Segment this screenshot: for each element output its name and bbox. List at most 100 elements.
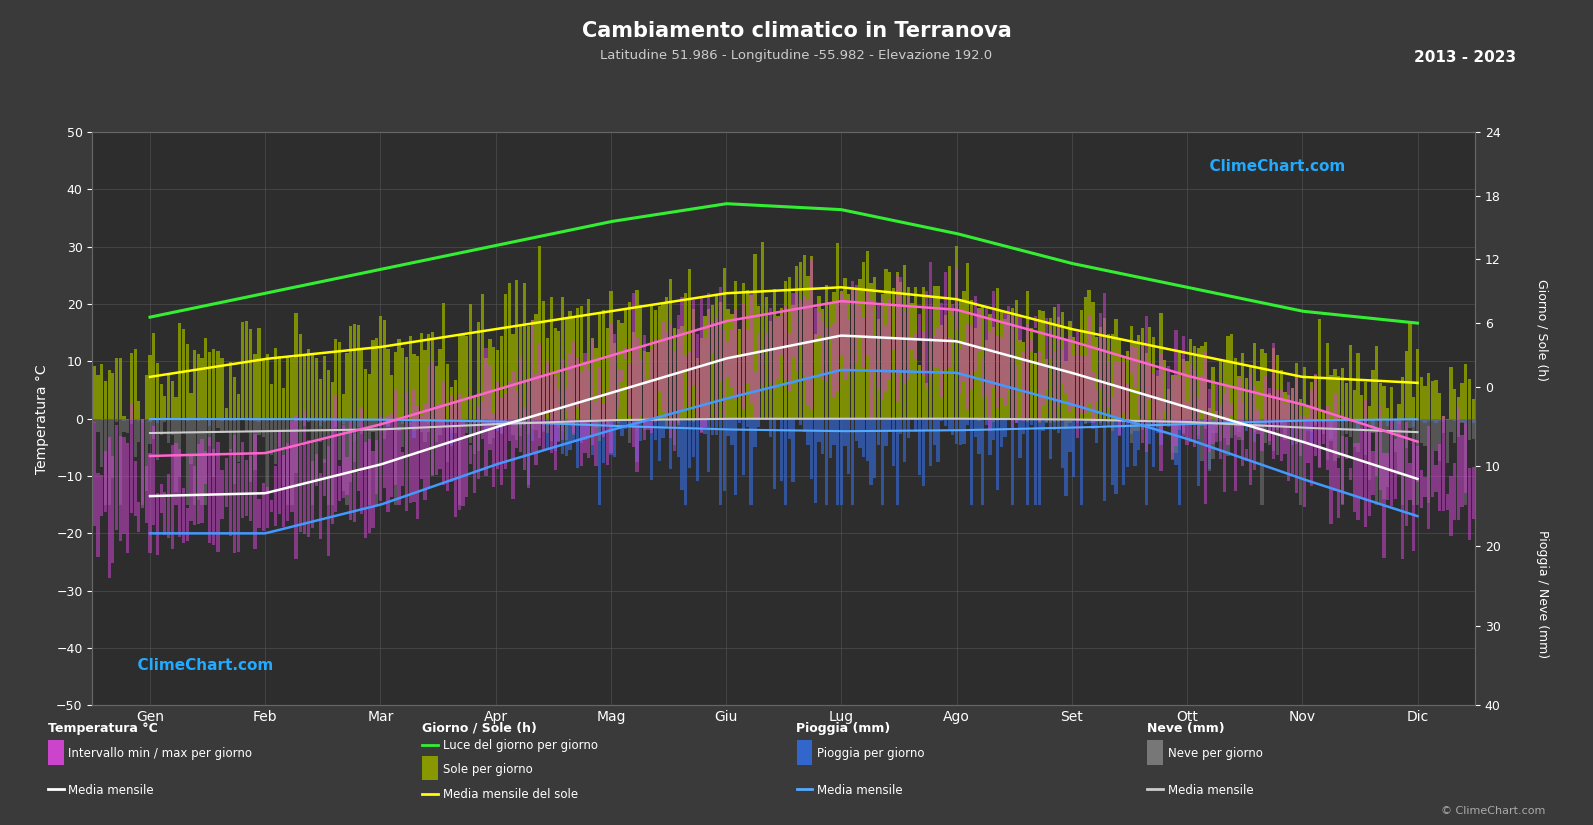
- Bar: [1467, 379, 1472, 419]
- Bar: [843, 419, 847, 446]
- Bar: [1007, 315, 1010, 419]
- Bar: [580, 419, 583, 443]
- Bar: [1419, 469, 1423, 507]
- Bar: [887, 300, 892, 379]
- Bar: [597, 366, 602, 419]
- Bar: [542, 301, 545, 419]
- Bar: [446, 424, 449, 491]
- Bar: [1222, 419, 1227, 421]
- Bar: [726, 342, 730, 377]
- Bar: [798, 262, 803, 419]
- Bar: [1042, 310, 1045, 419]
- Bar: [1453, 389, 1456, 419]
- Bar: [137, 401, 140, 419]
- Bar: [1050, 318, 1053, 419]
- Bar: [386, 415, 390, 512]
- Bar: [229, 419, 233, 451]
- Bar: [1276, 389, 1279, 430]
- Bar: [781, 419, 784, 481]
- Bar: [465, 337, 468, 419]
- Bar: [1121, 419, 1125, 427]
- Bar: [1287, 394, 1290, 419]
- Bar: [639, 360, 642, 416]
- Bar: [1045, 359, 1048, 419]
- Bar: [1107, 419, 1110, 427]
- Bar: [335, 419, 338, 429]
- Bar: [481, 419, 484, 421]
- Bar: [1045, 419, 1048, 422]
- Bar: [449, 419, 452, 433]
- Bar: [895, 272, 898, 419]
- Bar: [1260, 419, 1263, 427]
- Bar: [1056, 419, 1059, 422]
- Bar: [416, 404, 419, 519]
- Bar: [1121, 361, 1125, 412]
- Bar: [416, 356, 419, 419]
- Bar: [204, 338, 207, 419]
- Bar: [107, 370, 112, 419]
- Bar: [1356, 443, 1359, 520]
- Bar: [553, 419, 558, 425]
- Bar: [1141, 419, 1144, 430]
- Bar: [707, 309, 710, 419]
- Bar: [269, 384, 272, 419]
- Bar: [457, 419, 460, 505]
- Bar: [123, 416, 126, 419]
- Bar: [449, 419, 452, 446]
- Bar: [405, 419, 408, 456]
- Bar: [954, 246, 959, 419]
- Bar: [1279, 419, 1282, 427]
- Bar: [357, 419, 360, 427]
- Bar: [1456, 408, 1461, 520]
- Bar: [511, 419, 515, 435]
- Bar: [776, 316, 779, 419]
- Bar: [776, 419, 779, 420]
- Bar: [258, 419, 261, 435]
- Bar: [1083, 419, 1086, 424]
- Bar: [965, 323, 970, 409]
- Bar: [266, 354, 269, 419]
- Bar: [672, 328, 675, 419]
- Bar: [1260, 349, 1263, 419]
- Bar: [1303, 419, 1306, 442]
- Bar: [1434, 419, 1438, 451]
- Bar: [311, 419, 314, 420]
- Bar: [1408, 323, 1411, 419]
- Bar: [1268, 393, 1271, 419]
- Bar: [1276, 419, 1279, 455]
- Bar: [1241, 419, 1244, 422]
- Bar: [1182, 419, 1185, 432]
- Bar: [393, 419, 397, 422]
- Bar: [1344, 436, 1348, 459]
- Bar: [1137, 335, 1141, 419]
- Bar: [921, 419, 926, 486]
- Bar: [951, 310, 954, 419]
- Bar: [738, 329, 741, 419]
- Bar: [489, 366, 492, 450]
- Text: Pioggia / Neve (mm): Pioggia / Neve (mm): [1536, 530, 1548, 658]
- Bar: [100, 364, 104, 419]
- Bar: [787, 333, 792, 393]
- Bar: [859, 306, 862, 338]
- Bar: [840, 294, 843, 356]
- Bar: [468, 419, 473, 435]
- Bar: [307, 348, 311, 419]
- Bar: [1450, 419, 1453, 420]
- Bar: [1337, 419, 1340, 459]
- Bar: [1333, 419, 1337, 461]
- Bar: [269, 501, 272, 512]
- Bar: [661, 322, 664, 412]
- Bar: [233, 435, 236, 553]
- Bar: [196, 419, 201, 499]
- Bar: [642, 419, 647, 423]
- Bar: [386, 349, 390, 419]
- Bar: [1018, 315, 1021, 342]
- Bar: [303, 419, 306, 420]
- Bar: [1367, 431, 1372, 516]
- Bar: [817, 419, 820, 442]
- Bar: [862, 419, 865, 457]
- Bar: [352, 434, 357, 521]
- Bar: [1075, 419, 1078, 423]
- Bar: [669, 419, 672, 425]
- Bar: [616, 419, 620, 426]
